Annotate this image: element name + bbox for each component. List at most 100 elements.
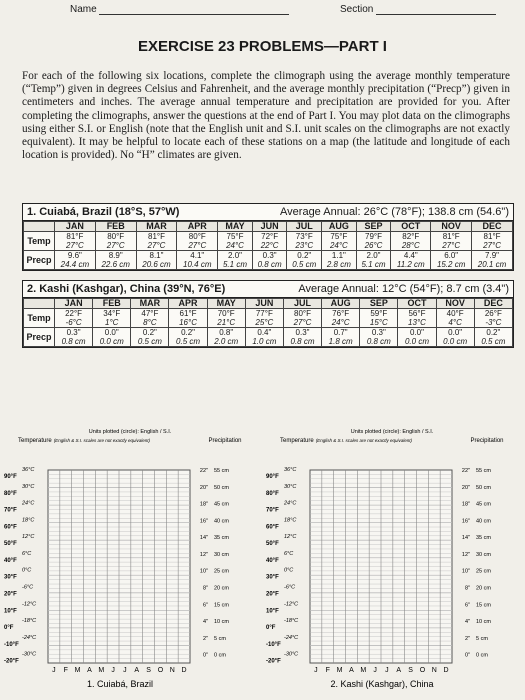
value-english: 75°F (226, 232, 244, 241)
value-si: 11.2 cm (396, 260, 425, 269)
cell: 2.0" 5.1 cm (355, 250, 392, 270)
f-label: 20°F (4, 591, 17, 597)
units-note: Units plotted (circle): English / S.I. (89, 429, 172, 435)
f-label: 40°F (4, 558, 17, 564)
cell: 73°F 23°C (286, 231, 323, 251)
cm-label: 10 cm (214, 619, 229, 625)
in-label: 10" (462, 569, 470, 575)
c-label: 36°C (22, 467, 34, 473)
f-label: 0°F (4, 625, 14, 631)
temperature-note: (English & S.I. scales are not exactly e… (316, 438, 413, 443)
month: APR (176, 221, 219, 232)
c-label: 0°C (284, 568, 293, 574)
cm-label: 35 cm (214, 535, 229, 541)
c-label: -30°C (284, 652, 298, 658)
cell: 0.2" 0.5 cm (473, 327, 514, 347)
c-label: 30°C (22, 484, 34, 490)
cell: 80°F 27°C (282, 308, 323, 328)
month-row: JAN FEB MAR APR MAY JUN JUL AUG SEP OCT NOV DEC (23, 221, 513, 232)
month-letter: S (146, 667, 151, 674)
month-letter: J (123, 667, 127, 674)
value-english: 80°F (294, 309, 311, 318)
value-si: 0.0 cm (404, 337, 429, 346)
value-english: 4.1" (190, 251, 205, 260)
c-label: -6°C (284, 584, 295, 590)
in-label: 18" (200, 502, 208, 508)
value-english: 0.2" (142, 328, 157, 337)
cell: 9.6" 24.4 cm (54, 250, 96, 270)
cell: 81°F 27°C (430, 231, 473, 251)
value-si: 0.8 cm (366, 337, 391, 346)
f-label: 30°F (266, 575, 279, 581)
value-english: 79°F (365, 232, 382, 241)
value-english: 8.9" (108, 251, 123, 260)
cm-label: 5 cm (214, 636, 226, 642)
temperature-label: Temperature (280, 438, 314, 444)
caption: 1. Cuiabá, Brazil (87, 679, 153, 689)
month: NOV (430, 221, 473, 232)
value-si: 10.4 cm (183, 260, 212, 269)
f-label: 10°F (266, 608, 279, 614)
month: OCT (390, 221, 432, 232)
value-si: 27°C (483, 241, 501, 250)
cell: 4.1" 10.4 cm (176, 250, 219, 270)
value-english: 0.0" (448, 328, 463, 337)
cm-label: 5 cm (476, 636, 488, 642)
c-label: -18°C (22, 618, 36, 624)
value-si: 0.8 cm (61, 337, 86, 346)
value-si: 27°C (147, 241, 166, 250)
month-letter: M (337, 667, 343, 674)
c-label: 24°C (21, 501, 34, 507)
month-letter: J (52, 667, 56, 674)
month-letter: J (385, 667, 389, 674)
value-si: 27°C (188, 241, 207, 250)
value-si: -3°C (485, 318, 502, 327)
f-label: 30°F (4, 575, 17, 581)
cell: 59°F 15°C (359, 308, 399, 328)
data-row: Temp 22°F -6°C 34°F 1°C 47°F 8°C 61°F 16°C 70°F 21… (23, 308, 514, 328)
f-label: 80°F (4, 491, 17, 497)
f-label: 80°F (266, 491, 279, 497)
cell: 56°F 13°C (397, 308, 437, 328)
in-label: 8" (465, 585, 470, 591)
cm-label: 40 cm (214, 518, 229, 524)
cell: 40°F 4°C (435, 308, 475, 328)
value-english: 0.2" (181, 328, 196, 337)
cm-label: 0 cm (214, 653, 226, 659)
cell: 80°F 27°C (94, 231, 137, 251)
f-label: 50°F (266, 541, 279, 547)
value-si: 22.6 cm (101, 260, 130, 269)
value-si: 13°C (408, 318, 426, 327)
value-si: 0.8 cm (257, 260, 282, 269)
month-row: JAN FEB MAR APR MAY JUN JUL AUG SEP OCT NOV DEC (23, 298, 514, 309)
cm-label: 0 cm (476, 653, 488, 659)
in-label: 2" (465, 636, 470, 642)
cell: 0.0" 0.0 cm (435, 327, 475, 347)
cell: 72°F 22°C (251, 231, 288, 251)
c-label: 12°C (22, 534, 34, 540)
cell: 0.2" 0.5 cm (168, 327, 208, 347)
month: JAN (53, 298, 94, 309)
cell: 0.3" 0.8 cm (282, 327, 323, 347)
in-label: 6" (465, 602, 470, 608)
cm-label: 50 cm (476, 485, 491, 491)
month-letter: O (158, 667, 164, 674)
in-label: 20" (200, 485, 208, 491)
in-label: 12" (462, 552, 470, 558)
month-letter: F (326, 667, 330, 674)
value-english: 0.3" (371, 328, 386, 337)
in-label: 6" (203, 602, 208, 608)
month-letter: A (349, 667, 354, 674)
cm-label: 15 cm (214, 602, 229, 608)
station-table: 2. Kashi (Kashgar), China (39°N, 76°E) Av… (22, 280, 514, 348)
cell: 70°F 21°C (206, 308, 246, 328)
f-label: 70°F (4, 508, 17, 514)
value-english: 34°F (103, 309, 121, 318)
data-row: Temp 81°F 27°C 80°F 27°C 81°F 27°C 80°F 27°C 75°F… (23, 231, 513, 251)
value-si: 24°C (331, 318, 350, 327)
cm-label: 55 cm (476, 468, 491, 474)
cm-label: 20 cm (214, 585, 229, 591)
month: FEB (94, 221, 137, 232)
value-si: 0.8 cm (290, 337, 315, 346)
in-label: 20" (462, 485, 470, 491)
